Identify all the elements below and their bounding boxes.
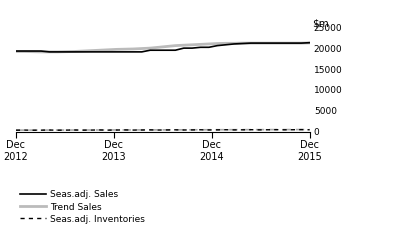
Legend: Seas.adj. Sales, Trend Sales, Seas.adj. Inventories, Trend Inventories: Seas.adj. Sales, Trend Sales, Seas.adj. … — [20, 190, 145, 227]
Text: $m: $m — [312, 19, 330, 29]
